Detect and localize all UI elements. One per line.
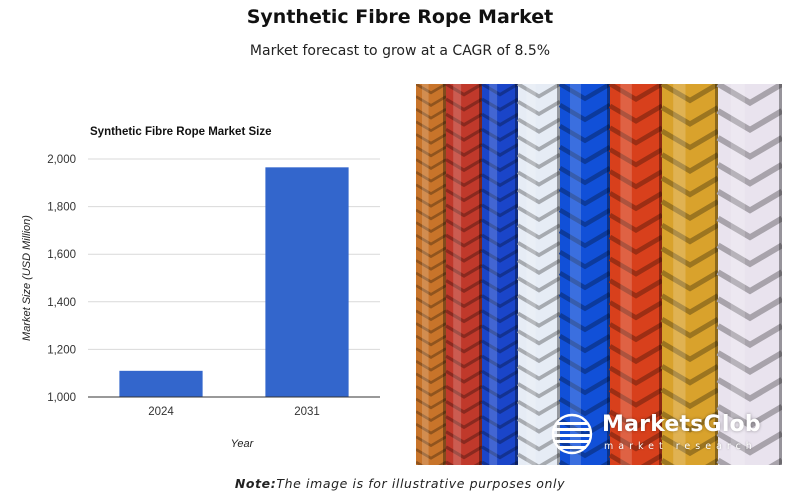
rope-strands-image xyxy=(416,84,782,465)
page-title: Synthetic Fibre Rope Market xyxy=(246,6,554,28)
rope-photo xyxy=(416,84,782,465)
x-axis-ticks: 2024 2031 xyxy=(148,406,320,418)
logo-tagline: market research xyxy=(604,441,757,452)
y-axis-ticks: 1,000 1,200 1,400 1,600 1,800 2,000 xyxy=(47,154,76,404)
y-tick-label: 1,000 xyxy=(47,392,76,404)
rope-strand xyxy=(608,84,664,465)
marketsglob-logo: MarketsGlob market research xyxy=(550,410,790,460)
page-subtitle: Market forecast to grow at a CAGR of 8.5… xyxy=(249,43,551,59)
y-tick-label: 1,400 xyxy=(47,297,76,309)
rope-strand xyxy=(445,84,483,465)
x-tick-label: 2024 xyxy=(148,406,174,418)
y-tick-label: 1,200 xyxy=(47,344,76,356)
logo-name: MarketsGlob xyxy=(602,412,761,437)
rope-strand xyxy=(481,84,519,465)
chart-title: Synthetic Fibre Rope Market Size xyxy=(90,126,272,138)
globe-icon xyxy=(551,413,593,455)
y-axis-label: Market Size (USD Million) xyxy=(21,215,33,341)
y-tick-label: 1,800 xyxy=(47,202,76,214)
y-tick-label: 2,000 xyxy=(47,154,76,166)
rope-strand xyxy=(416,84,447,465)
rope-strand xyxy=(517,84,561,465)
footnote-label: Note: xyxy=(234,476,277,491)
x-axis-label: Year xyxy=(231,438,255,450)
rope-strand xyxy=(660,84,720,465)
bars xyxy=(119,167,349,397)
footnote: Note:The image is for illustrative purpo… xyxy=(0,476,800,491)
x-tick-label: 2031 xyxy=(294,406,320,418)
bar-2031 xyxy=(265,167,349,397)
rope-strand xyxy=(558,84,612,465)
footnote-text: The image is for illustrative purposes o… xyxy=(276,476,566,491)
bar-chart: Synthetic Fibre Rope Market Size 1,0001,… xyxy=(21,126,380,450)
bar-2024 xyxy=(119,370,203,397)
y-tick-label: 1,600 xyxy=(47,249,76,261)
rope-strand xyxy=(716,84,782,465)
